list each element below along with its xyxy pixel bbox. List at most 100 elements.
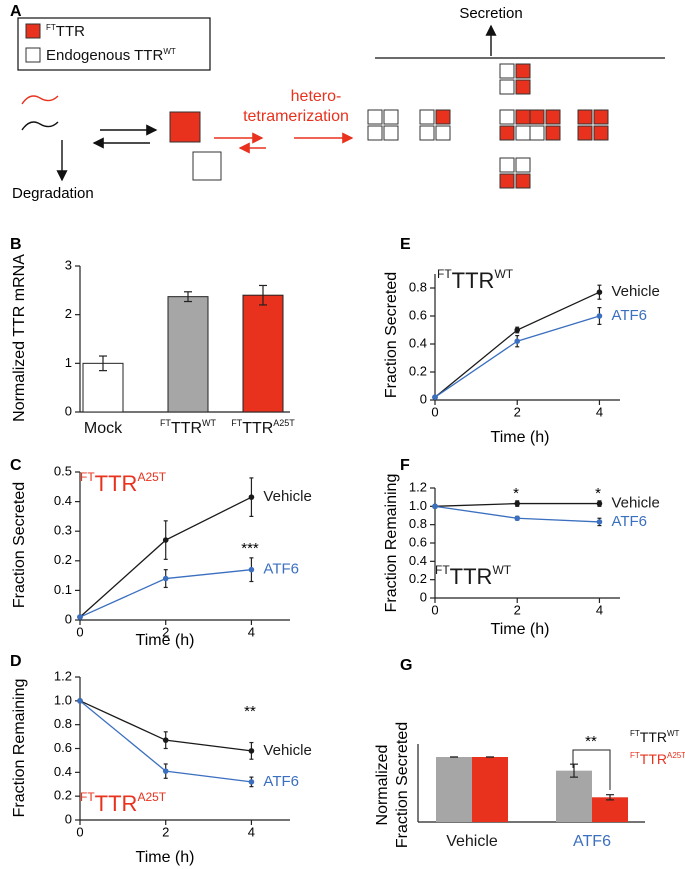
- y-tick-label: 0.3: [54, 523, 72, 538]
- x-axis-title: Time (h): [136, 849, 195, 866]
- x-tick-label-superscript: A25T: [273, 418, 295, 428]
- y-tick-label: 0.6: [409, 534, 427, 549]
- y-tick-label: 1.2: [54, 668, 72, 683]
- legend-label-prefix: FT: [630, 751, 640, 760]
- inset-label: FTTTRA25T: [80, 790, 167, 816]
- tetramer-subunit: [593, 109, 609, 125]
- x-tick-label-superscript: WT: [202, 418, 216, 428]
- bar: [242, 294, 284, 413]
- x-tick-label-prefix: FT: [231, 418, 242, 428]
- y-tick-label: 0.2: [409, 571, 427, 586]
- tetramer-subunit: [515, 63, 531, 79]
- point: [514, 327, 521, 333]
- x-tick-label: 4: [596, 602, 603, 617]
- y-tick-label: 0.6: [54, 740, 72, 755]
- legend-label-main: TTR: [56, 23, 85, 40]
- legend-label-prefix: FT: [46, 23, 56, 32]
- x-tick-label: 0: [76, 624, 83, 639]
- y-tick-label: 3: [65, 257, 72, 272]
- y-axis-title: Fraction Remaining: [11, 679, 28, 818]
- process-label: tetramerization: [243, 108, 349, 125]
- tetramer-subunit: [383, 125, 399, 141]
- tetramer-subunit: [499, 157, 515, 173]
- legend-label-main: TTR: [640, 751, 667, 767]
- point: [248, 494, 255, 500]
- series-label: Vehicle: [263, 488, 311, 505]
- significance: **: [244, 703, 256, 720]
- legend-swatch: [25, 23, 41, 39]
- point: [514, 515, 521, 522]
- point: [248, 566, 255, 573]
- tetramer-subunit: [529, 109, 545, 125]
- inset-label-main: TTR: [95, 471, 138, 496]
- point: [248, 748, 255, 754]
- point: [77, 614, 83, 620]
- x-tick-label-main: TTR: [242, 420, 273, 437]
- y-tick-label: 2: [65, 306, 72, 321]
- tetramer-subunit: [545, 109, 561, 125]
- x-tick-label: ATF6: [573, 833, 611, 850]
- x-tick-label: 4: [248, 624, 255, 639]
- bar: [167, 296, 209, 413]
- panel-letter: F: [400, 457, 410, 474]
- x-tick-label-main: TTR: [171, 420, 202, 437]
- x-tick-label: FTTTRA25T: [231, 418, 295, 437]
- inset-label-superscript: A25T: [137, 470, 166, 484]
- y-tick-label: 0: [420, 391, 427, 406]
- tetramer-subunit: [499, 173, 515, 189]
- inset-label-superscript: A25T: [137, 790, 166, 804]
- y-axis-title: Fraction Secreted: [394, 722, 411, 848]
- inset-label-superscript: WT: [492, 563, 511, 577]
- legend-label-superscript: A25T: [667, 751, 685, 760]
- mrna-ft: [21, 95, 59, 105]
- point: [77, 698, 83, 704]
- significance: *: [513, 485, 519, 502]
- y-tick-label: 1.0: [54, 692, 72, 707]
- panel-letter: E: [400, 236, 411, 253]
- point: [596, 289, 603, 296]
- y-tick-label: 0: [65, 403, 72, 418]
- x-tick-label: 2: [162, 624, 169, 639]
- tetramer-subunit: [499, 109, 515, 125]
- bar: [556, 770, 592, 822]
- x-axis-title: Time (h): [491, 429, 550, 446]
- series-label: Vehicle: [611, 495, 659, 512]
- inset-label-prefix: FT: [80, 790, 95, 804]
- y-tick-label: 0.8: [409, 279, 427, 294]
- x-tick-label: 4: [248, 824, 255, 839]
- y-tick-label: 0.6: [409, 307, 427, 322]
- series-label: ATF6: [611, 307, 647, 324]
- point: [162, 575, 169, 582]
- x-tick-label: FTTTRWT: [160, 418, 217, 437]
- panel-a: A Degradation hetero- tetramerization Se…: [10, 3, 665, 202]
- point: [162, 537, 169, 543]
- y-tick-label: 0: [65, 811, 72, 826]
- point: [432, 503, 438, 510]
- x-axis-title: Time (h): [136, 632, 195, 649]
- degradation-label: Degradation: [12, 185, 94, 202]
- tetramer-subunit: [577, 109, 593, 125]
- legend-label-prefix: FT: [630, 729, 640, 738]
- legend-label-superscript: WT: [163, 47, 176, 56]
- tetramer-subunit: [593, 125, 609, 141]
- tetramer-subunit: [515, 79, 531, 95]
- x-tick-label: Vehicle: [446, 833, 498, 850]
- inset-label-prefix: FT: [80, 470, 95, 484]
- y-axis-title: Fraction Secreted: [11, 482, 28, 608]
- panel-letter: G: [400, 657, 412, 674]
- y-axis-title: Fraction Remaining: [383, 474, 400, 613]
- tetramer-subunit: [515, 173, 531, 189]
- inset-label-main: TTR: [95, 791, 138, 816]
- inset-label-prefix: FT: [435, 563, 450, 577]
- panel-letter: B: [10, 236, 22, 253]
- tetramer-subunit: [419, 109, 435, 125]
- tetramer-subunit: [383, 109, 399, 125]
- legend-label-main: Endogenous TTR: [46, 47, 163, 64]
- tetramer-subunit: [529, 125, 545, 141]
- bar: [472, 757, 508, 822]
- x-tick-label: 4: [596, 404, 603, 419]
- secretion-label: Secretion: [459, 5, 522, 22]
- y-tick-label: 0.2: [54, 788, 72, 803]
- legend-label: FTTTRWT: [630, 729, 680, 745]
